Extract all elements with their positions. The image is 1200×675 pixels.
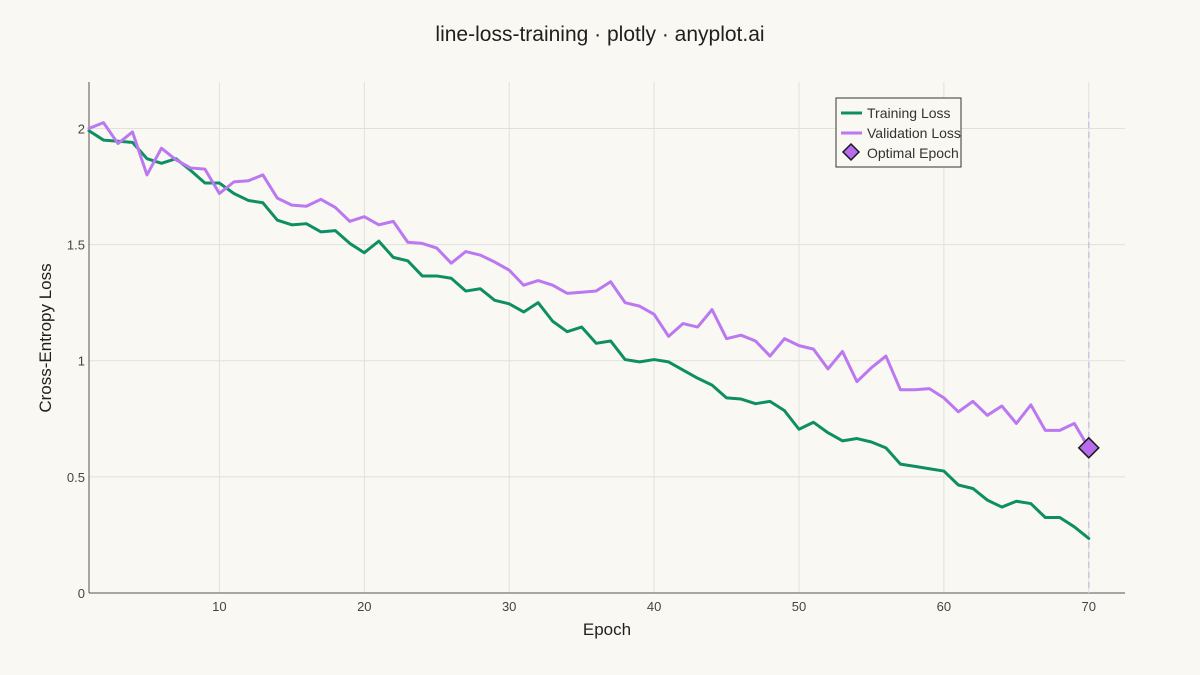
legend-label-validation: Validation Loss bbox=[867, 125, 961, 141]
y-tick-label: 1 bbox=[78, 354, 85, 369]
axes bbox=[88, 82, 1125, 594]
legend-label-training: Training Loss bbox=[867, 105, 951, 121]
x-ticks: 10 20 30 40 50 60 70 bbox=[212, 599, 1096, 614]
chart-title: line-loss-training · plotly · anyplot.ai bbox=[435, 23, 764, 46]
series-layer bbox=[87, 121, 1091, 540]
x-axis-title: Epoch bbox=[583, 620, 631, 639]
legend-item-optimal-epoch: Optimal Epoch bbox=[841, 142, 959, 162]
optimal-epoch-marker bbox=[1077, 436, 1100, 459]
x-tick-label: 70 bbox=[1082, 599, 1096, 614]
legend-item-validation: Validation Loss bbox=[841, 125, 961, 141]
legend-label-optimal-epoch: Optimal Epoch bbox=[867, 145, 959, 161]
legend: Training Loss Validation Loss Optimal Ep… bbox=[835, 97, 962, 168]
training-loss-line bbox=[87, 129, 1091, 540]
x-tick-label: 10 bbox=[212, 599, 226, 614]
legend-swatch-optimal-epoch bbox=[841, 142, 861, 162]
x-tick-label: 20 bbox=[357, 599, 371, 614]
legend-item-training: Training Loss bbox=[841, 105, 951, 121]
y-tick-label: 2 bbox=[78, 121, 85, 136]
grid bbox=[89, 82, 1125, 593]
x-tick-label: 40 bbox=[647, 599, 661, 614]
x-tick-label: 50 bbox=[792, 599, 806, 614]
y-ticks: 0 0.5 1 1.5 2 bbox=[67, 121, 85, 601]
y-tick-label: 0 bbox=[78, 586, 85, 601]
x-tick-label: 30 bbox=[502, 599, 516, 614]
y-tick-label: 1.5 bbox=[67, 238, 85, 253]
y-axis-title: Cross-Entropy Loss bbox=[36, 263, 55, 412]
x-tick-label: 60 bbox=[937, 599, 951, 614]
validation-loss-line bbox=[87, 121, 1091, 450]
y-tick-label: 0.5 bbox=[67, 470, 85, 485]
